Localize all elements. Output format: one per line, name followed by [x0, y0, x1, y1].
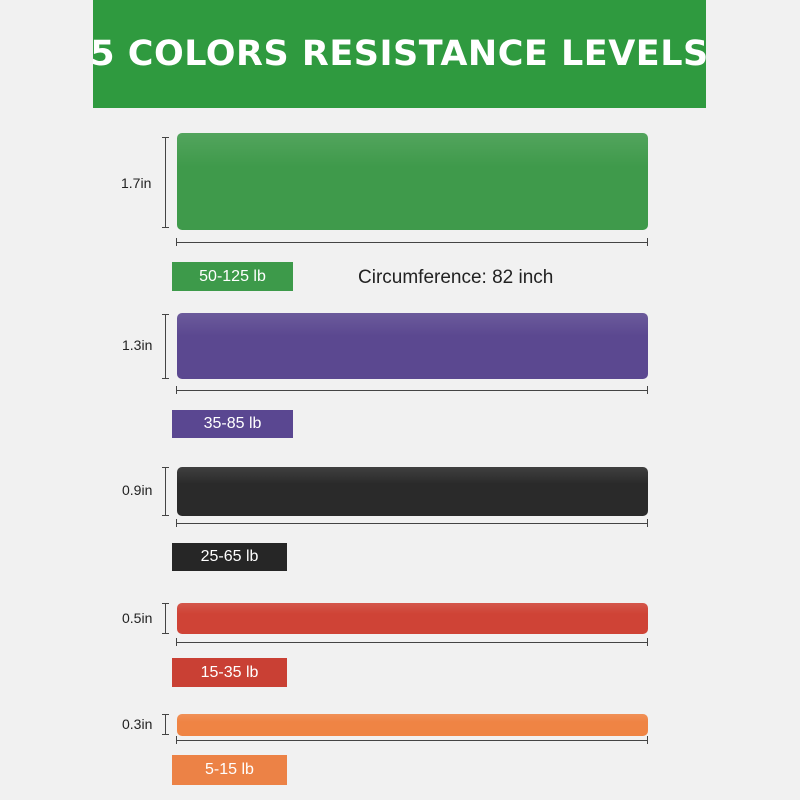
resistance-tag: 15-35 lb	[172, 658, 287, 687]
length-line	[176, 390, 648, 391]
thickness-line	[165, 603, 166, 634]
circumference-label: Circumference: 82 inch	[358, 267, 554, 288]
band-thickness-label: 0.3in	[122, 716, 153, 732]
resistance-band-green	[177, 133, 648, 230]
resistance-tag: 50-125 lb	[172, 262, 293, 291]
resistance-tag: 5-15 lb	[172, 755, 287, 785]
length-line	[176, 642, 648, 643]
length-line	[176, 740, 648, 741]
length-line	[176, 242, 648, 243]
thickness-line	[165, 137, 166, 228]
thickness-line	[165, 314, 166, 379]
length-cap	[647, 519, 648, 527]
length-line	[176, 523, 648, 524]
band-thickness-label: 1.7in	[121, 175, 152, 191]
resistance-band-orange	[177, 714, 648, 736]
header-title: 5 COLORS RESISTANCE LEVELS	[90, 34, 709, 74]
band-thickness-label: 0.9in	[122, 482, 153, 498]
thickness-cap	[162, 633, 169, 634]
length-cap	[647, 638, 648, 646]
resistance-band-black	[177, 467, 648, 516]
band-thickness-label: 1.3in	[122, 337, 153, 353]
length-cap	[647, 386, 648, 394]
thickness-line	[165, 467, 166, 516]
band-thickness-label: 0.5in	[122, 610, 153, 626]
resistance-band-purple	[177, 313, 648, 379]
header-banner: 5 COLORS RESISTANCE LEVELS	[90, 0, 709, 108]
thickness-cap	[162, 378, 169, 379]
resistance-band-red	[177, 603, 648, 634]
thickness-cap	[162, 734, 169, 735]
thickness-line	[165, 714, 166, 735]
thickness-cap	[162, 515, 169, 516]
resistance-tag: 25-65 lb	[172, 543, 287, 571]
length-cap	[647, 238, 648, 246]
length-cap	[647, 736, 648, 744]
thickness-cap	[162, 227, 169, 228]
resistance-tag: 35-85 lb	[172, 410, 293, 438]
